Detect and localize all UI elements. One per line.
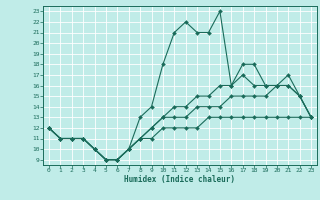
X-axis label: Humidex (Indice chaleur): Humidex (Indice chaleur) [124, 175, 236, 184]
